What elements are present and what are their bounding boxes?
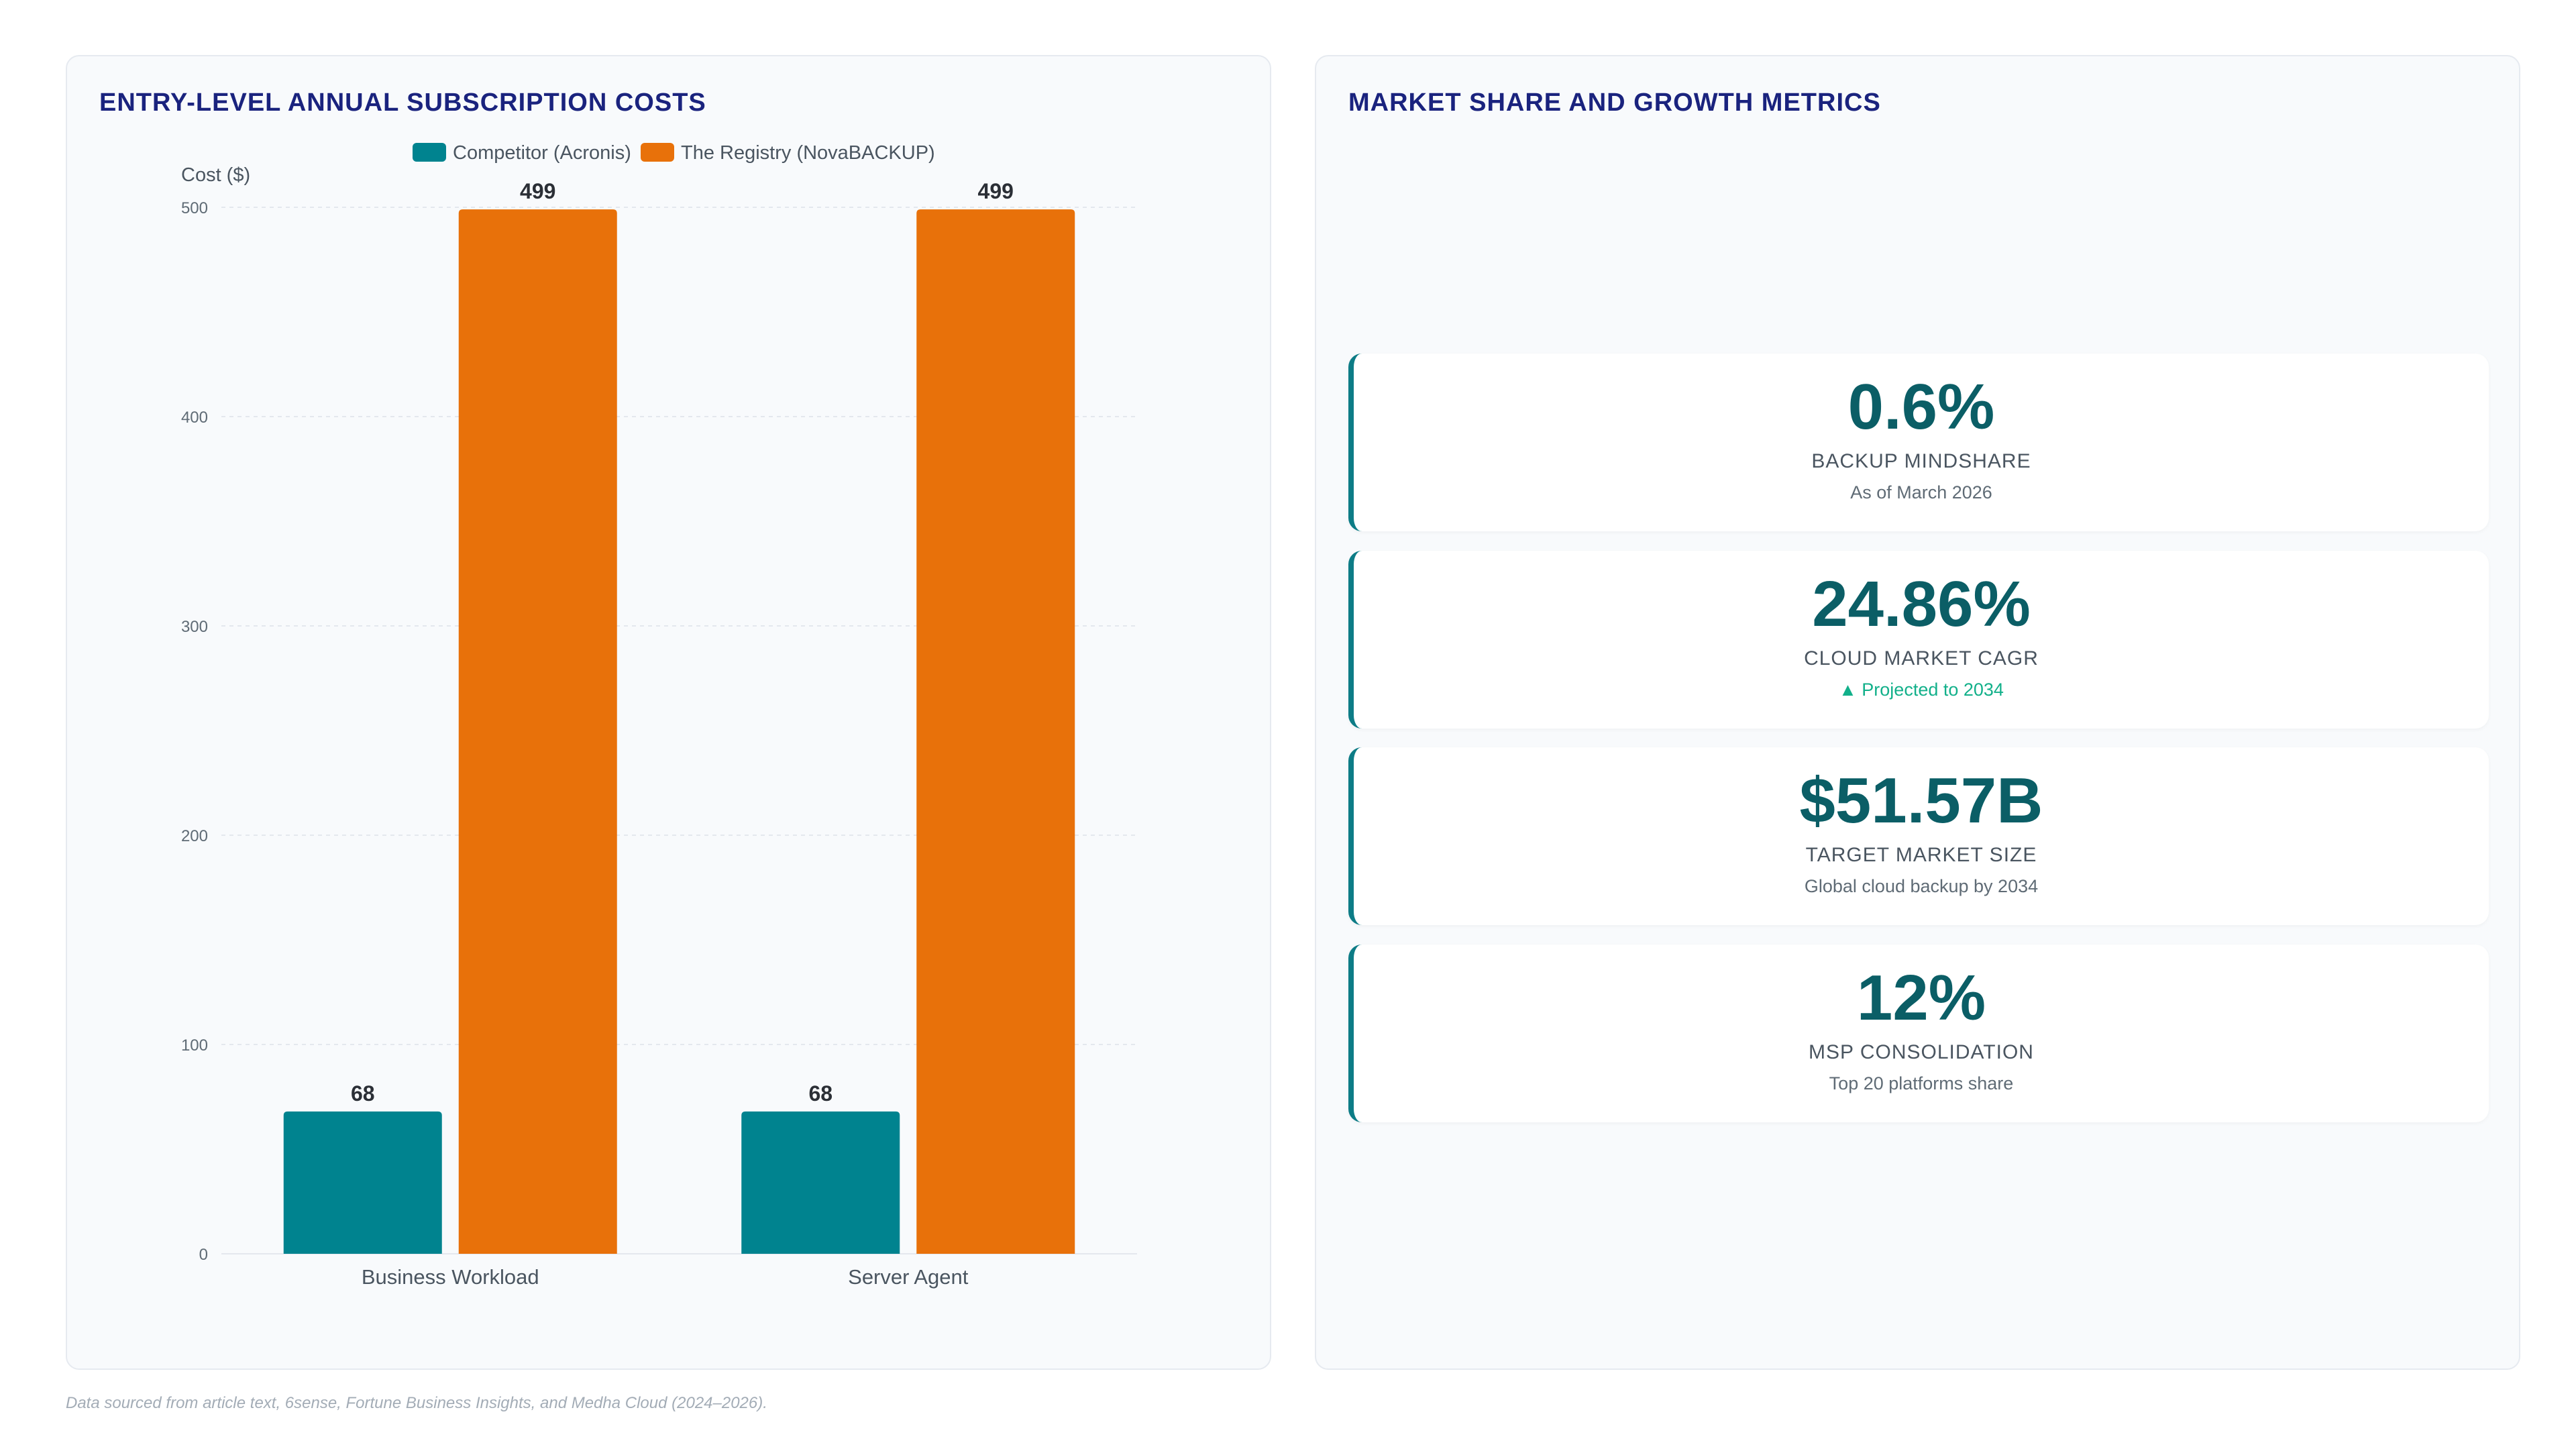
bar[interactable] [458,209,617,1254]
bar-value-label: 499 [520,179,555,203]
metric-subtext: Top 20 platforms share [1829,1073,2014,1093]
y-axis-label: Cost ($) [181,164,250,186]
y-tick-label: 200 [181,827,208,845]
metric-label: BACKUP MINDSHARE [1811,450,2031,472]
cost-chart-panel: ENTRY-LEVEL ANNUAL SUBSCRIPTION COSTS 0 1… [66,55,1271,1370]
metrics-panel: MARKET SHARE AND GROWTH METRICS 0.6% BAC… [1315,55,2520,1370]
metric-value: 0.6% [1847,371,1995,443]
bar[interactable] [741,1111,900,1254]
bar[interactable] [283,1111,442,1254]
y-tick-label: 300 [181,618,208,636]
cost-bar-chart: 0 100 200 300 400 500 68 499 68 499 Business Wor… [181,142,1137,1289]
metric-value: 12% [1856,962,1986,1034]
metric-card-market-size: $51.57B TARGET MARKET SIZE Global cloud … [1348,747,2489,925]
bar[interactable] [916,209,1075,1254]
y-tick-label: 400 [181,409,208,427]
metric-subtext: As of March 2026 [1850,482,1992,502]
y-tick-label: 0 [199,1246,208,1264]
source-footnote: Data sourced from article text, 6sense, … [66,1394,767,1412]
metric-value: $51.57B [1799,765,2043,837]
y-tick-label: 100 [181,1036,208,1055]
bar-value-label: 68 [808,1081,833,1106]
bar-value-label: 499 [978,179,1014,203]
metric-subtext: Global cloud backup by 2034 [1804,876,2039,896]
legend-swatch [413,143,446,162]
x-tick-label: Server Agent [848,1265,969,1289]
x-tick-label: Business Workload [362,1265,539,1289]
metric-card-msp-consolidation: 12% MSP CONSOLIDATION Top 20 platforms s… [1348,945,2489,1122]
metric-card-mindshare: 0.6% BACKUP MINDSHARE As of March 2026 [1348,354,2489,531]
legend-label[interactable]: The Registry (NovaBACKUP) [681,142,935,164]
metric-subtext-trend-up: ▲ Projected to 2034 [1839,680,2004,700]
y-tick-label: 500 [181,199,208,217]
metrics-title: MARKET SHARE AND GROWTH METRICS [1348,89,1881,117]
legend-swatch [641,143,674,162]
metric-card-cagr: 24.86% CLOUD MARKET CAGR ▲ Projected to … [1348,551,2489,729]
metric-label: MSP CONSOLIDATION [1809,1041,2034,1063]
metric-label: CLOUD MARKET CAGR [1804,647,2039,669]
legend-label[interactable]: Competitor (Acronis) [453,142,631,164]
metric-value: 24.86% [1812,568,2031,640]
cost-chart-title: ENTRY-LEVEL ANNUAL SUBSCRIPTION COSTS [99,89,706,117]
metric-label: TARGET MARKET SIZE [1805,844,2037,866]
bar-value-label: 68 [351,1081,375,1106]
